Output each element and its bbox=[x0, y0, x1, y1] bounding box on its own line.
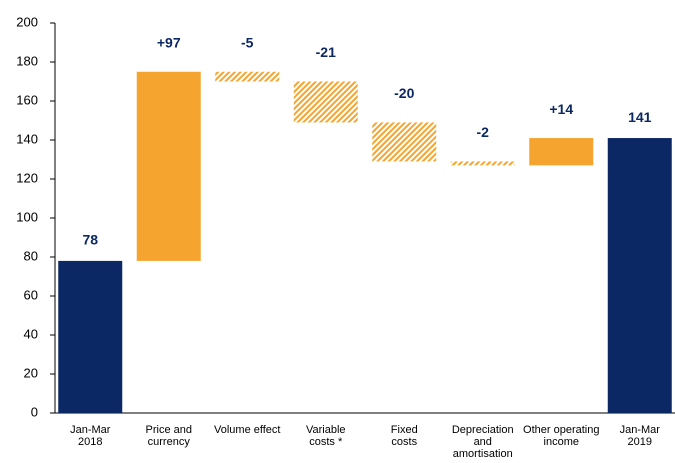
x-tick-label: Fixed costs bbox=[390, 424, 418, 448]
y-tick-label: 0 bbox=[31, 404, 38, 419]
value-label: +14 bbox=[549, 101, 573, 117]
y-tick-label: 80 bbox=[24, 248, 38, 263]
value-label: -20 bbox=[394, 85, 414, 101]
bar bbox=[372, 122, 437, 162]
x-tick-label: Volume effect bbox=[214, 424, 281, 436]
y-tick-label: 160 bbox=[16, 92, 38, 107]
bar bbox=[607, 138, 672, 414]
value-label: -21 bbox=[316, 44, 336, 60]
y-tick-label: 60 bbox=[24, 287, 38, 302]
y-tick-label: 40 bbox=[24, 326, 38, 341]
x-tick-label: Variable costs * bbox=[305, 424, 346, 448]
x-tick-label: Price and currency bbox=[145, 424, 192, 448]
y-tick-label: 100 bbox=[16, 209, 38, 224]
bar bbox=[450, 161, 515, 166]
bar bbox=[58, 260, 123, 413]
value-label: -2 bbox=[477, 124, 490, 140]
x-tick-label: Depreciation and amortisation bbox=[451, 424, 514, 460]
y-tick-label: 140 bbox=[16, 131, 38, 146]
y-tick-label: 180 bbox=[16, 53, 38, 68]
x-tick-label: Other operating income bbox=[523, 424, 600, 448]
value-label: -5 bbox=[241, 34, 254, 50]
y-tick-label: 120 bbox=[16, 170, 38, 185]
bar bbox=[136, 71, 201, 261]
value-label: 141 bbox=[628, 109, 652, 125]
bar bbox=[215, 71, 280, 82]
bar bbox=[293, 81, 358, 123]
y-tick-label: 200 bbox=[16, 14, 38, 29]
value-label: 78 bbox=[82, 232, 98, 248]
bar bbox=[529, 138, 594, 166]
y-tick-label: 20 bbox=[24, 365, 38, 380]
x-tick-label: Jan-Mar 2019 bbox=[619, 424, 660, 448]
value-label: +97 bbox=[157, 34, 181, 50]
x-tick-label: Jan-Mar 2018 bbox=[70, 424, 111, 448]
